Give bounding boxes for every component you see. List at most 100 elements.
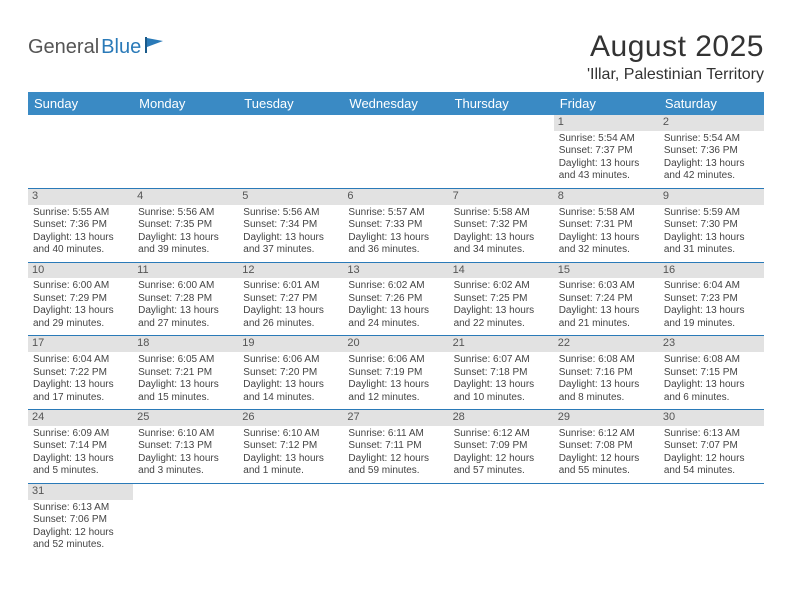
daylight-line: Daylight: 13 hours and 21 minutes.: [559, 305, 654, 330]
calendar-day-cell: [343, 115, 448, 188]
sunrise-line: Sunrise: 6:00 AM: [138, 280, 233, 293]
daylight-line: Daylight: 13 hours and 34 minutes.: [454, 232, 549, 257]
sunrise-line: Sunrise: 6:13 AM: [664, 428, 759, 441]
flag-icon: [145, 36, 167, 59]
calendar-day-cell: 2Sunrise: 5:54 AMSunset: 7:36 PMDaylight…: [659, 115, 764, 188]
calendar-day-cell: 14Sunrise: 6:02 AMSunset: 7:25 PMDayligh…: [449, 262, 554, 336]
sunset-line: Sunset: 7:27 PM: [243, 293, 338, 306]
calendar-day-cell: 17Sunrise: 6:04 AMSunset: 7:22 PMDayligh…: [28, 336, 133, 410]
daylight-line: Daylight: 12 hours and 55 minutes.: [559, 453, 654, 478]
calendar-day-cell: 22Sunrise: 6:08 AMSunset: 7:16 PMDayligh…: [554, 336, 659, 410]
calendar-table: SundayMondayTuesdayWednesdayThursdayFrid…: [28, 92, 764, 557]
weekday-header: Friday: [554, 92, 659, 115]
sunset-line: Sunset: 7:35 PM: [138, 219, 233, 232]
day-number: 10: [28, 263, 133, 279]
day-number: 25: [133, 410, 238, 426]
sunset-line: Sunset: 7:13 PM: [138, 440, 233, 453]
day-number: 4: [133, 189, 238, 205]
calendar-day-cell: [343, 483, 448, 556]
daylight-line: Daylight: 12 hours and 54 minutes.: [664, 453, 759, 478]
daylight-line: Daylight: 13 hours and 27 minutes.: [138, 305, 233, 330]
sunrise-line: Sunrise: 5:57 AM: [348, 207, 443, 220]
daylight-line: Daylight: 13 hours and 6 minutes.: [664, 379, 759, 404]
sunset-line: Sunset: 7:37 PM: [559, 145, 654, 158]
daylight-line: Daylight: 13 hours and 1 minute.: [243, 453, 338, 478]
sunrise-line: Sunrise: 6:11 AM: [348, 428, 443, 441]
daylight-line: Daylight: 13 hours and 8 minutes.: [559, 379, 654, 404]
calendar-week-row: 31Sunrise: 6:13 AMSunset: 7:06 PMDayligh…: [28, 483, 764, 556]
title-block: August 2025 'Illar, Palestinian Territor…: [587, 30, 764, 84]
day-number: 17: [28, 336, 133, 352]
daylight-line: Daylight: 13 hours and 32 minutes.: [559, 232, 654, 257]
day-number: 29: [554, 410, 659, 426]
calendar-week-row: 1Sunrise: 5:54 AMSunset: 7:37 PMDaylight…: [28, 115, 764, 188]
daylight-line: Daylight: 12 hours and 52 minutes.: [33, 527, 128, 552]
logo-text-blue: Blue: [101, 36, 141, 59]
calendar-day-cell: 13Sunrise: 6:02 AMSunset: 7:26 PMDayligh…: [343, 262, 448, 336]
sunrise-line: Sunrise: 5:55 AM: [33, 207, 128, 220]
sunset-line: Sunset: 7:18 PM: [454, 367, 549, 380]
sunset-line: Sunset: 7:36 PM: [664, 145, 759, 158]
daylight-line: Daylight: 13 hours and 10 minutes.: [454, 379, 549, 404]
daylight-line: Daylight: 13 hours and 29 minutes.: [33, 305, 128, 330]
day-number: 24: [28, 410, 133, 426]
calendar-day-cell: 7Sunrise: 5:58 AMSunset: 7:32 PMDaylight…: [449, 188, 554, 262]
calendar-day-cell: 4Sunrise: 5:56 AMSunset: 7:35 PMDaylight…: [133, 188, 238, 262]
sunrise-line: Sunrise: 6:03 AM: [559, 280, 654, 293]
sunset-line: Sunset: 7:09 PM: [454, 440, 549, 453]
day-number: 31: [28, 484, 133, 500]
sunrise-line: Sunrise: 6:04 AM: [664, 280, 759, 293]
sunrise-line: Sunrise: 6:10 AM: [138, 428, 233, 441]
day-number: 28: [449, 410, 554, 426]
daylight-line: Daylight: 13 hours and 40 minutes.: [33, 232, 128, 257]
day-number: 19: [238, 336, 343, 352]
sunset-line: Sunset: 7:19 PM: [348, 367, 443, 380]
sunrise-line: Sunrise: 6:02 AM: [454, 280, 549, 293]
sunset-line: Sunset: 7:33 PM: [348, 219, 443, 232]
day-number: 26: [238, 410, 343, 426]
daylight-line: Daylight: 13 hours and 14 minutes.: [243, 379, 338, 404]
calendar-day-cell: 16Sunrise: 6:04 AMSunset: 7:23 PMDayligh…: [659, 262, 764, 336]
daylight-line: Daylight: 12 hours and 57 minutes.: [454, 453, 549, 478]
calendar-header-row: SundayMondayTuesdayWednesdayThursdayFrid…: [28, 92, 764, 115]
sunset-line: Sunset: 7:25 PM: [454, 293, 549, 306]
weekday-header: Sunday: [28, 92, 133, 115]
calendar-day-cell: 3Sunrise: 5:55 AMSunset: 7:36 PMDaylight…: [28, 188, 133, 262]
daylight-line: Daylight: 13 hours and 26 minutes.: [243, 305, 338, 330]
sunrise-line: Sunrise: 6:12 AM: [454, 428, 549, 441]
calendar-day-cell: 29Sunrise: 6:12 AMSunset: 7:08 PMDayligh…: [554, 410, 659, 484]
sunrise-line: Sunrise: 6:01 AM: [243, 280, 338, 293]
sunrise-line: Sunrise: 6:04 AM: [33, 354, 128, 367]
calendar-day-cell: 26 Sunrise: 6:10 AMSunset: 7:12 PMDayligh…: [238, 410, 343, 484]
sunset-line: Sunset: 7:12 PM: [243, 440, 338, 453]
day-number: 9: [659, 189, 764, 205]
calendar-day-cell: [133, 115, 238, 188]
daylight-line: Daylight: 12 hours and 59 minutes.: [348, 453, 443, 478]
sunrise-line: Sunrise: 6:06 AM: [243, 354, 338, 367]
daylight-line: Daylight: 13 hours and 15 minutes.: [138, 379, 233, 404]
calendar-day-cell: 27Sunrise: 6:11 AMSunset: 7:11 PMDayligh…: [343, 410, 448, 484]
sunset-line: Sunset: 7:14 PM: [33, 440, 128, 453]
calendar-day-cell: 6Sunrise: 5:57 AMSunset: 7:33 PMDaylight…: [343, 188, 448, 262]
calendar-day-cell: 18Sunrise: 6:05 AMSunset: 7:21 PMDayligh…: [133, 336, 238, 410]
sunrise-line: Sunrise: 5:58 AM: [454, 207, 549, 220]
calendar-day-cell: 30Sunrise: 6:13 AMSunset: 7:07 PMDayligh…: [659, 410, 764, 484]
day-number: 11: [133, 263, 238, 279]
sunrise-line: Sunrise: 6:08 AM: [664, 354, 759, 367]
calendar-day-cell: 28 Sunrise: 6:12 AMSunset: 7:09 PMDayligh…: [449, 410, 554, 484]
calendar-day-cell: 8Sunrise: 5:58 AMSunset: 7:31 PMDaylight…: [554, 188, 659, 262]
calendar-day-cell: 1Sunrise: 5:54 AMSunset: 7:37 PMDaylight…: [554, 115, 659, 188]
sunrise-line: Sunrise: 6:13 AM: [33, 502, 128, 515]
calendar-day-cell: [238, 483, 343, 556]
calendar-day-cell: 31Sunrise: 6:13 AMSunset: 7:06 PMDayligh…: [28, 483, 133, 556]
calendar-day-cell: 15Sunrise: 6:03 AMSunset: 7:24 PMDayligh…: [554, 262, 659, 336]
calendar-day-cell: [554, 483, 659, 556]
sunset-line: Sunset: 7:34 PM: [243, 219, 338, 232]
sunset-line: Sunset: 7:24 PM: [559, 293, 654, 306]
sunset-line: Sunset: 7:29 PM: [33, 293, 128, 306]
calendar-day-cell: 5Sunrise: 5:56 AMSunset: 7:34 PMDaylight…: [238, 188, 343, 262]
sunrise-line: Sunrise: 6:10 AM: [243, 428, 338, 441]
calendar-day-cell: 25 Sunrise: 6:10 AMSunset: 7:13 PMDayligh…: [133, 410, 238, 484]
daylight-line: Daylight: 13 hours and 3 minutes.: [138, 453, 233, 478]
calendar-day-cell: 11Sunrise: 6:00 AMSunset: 7:28 PMDayligh…: [133, 262, 238, 336]
